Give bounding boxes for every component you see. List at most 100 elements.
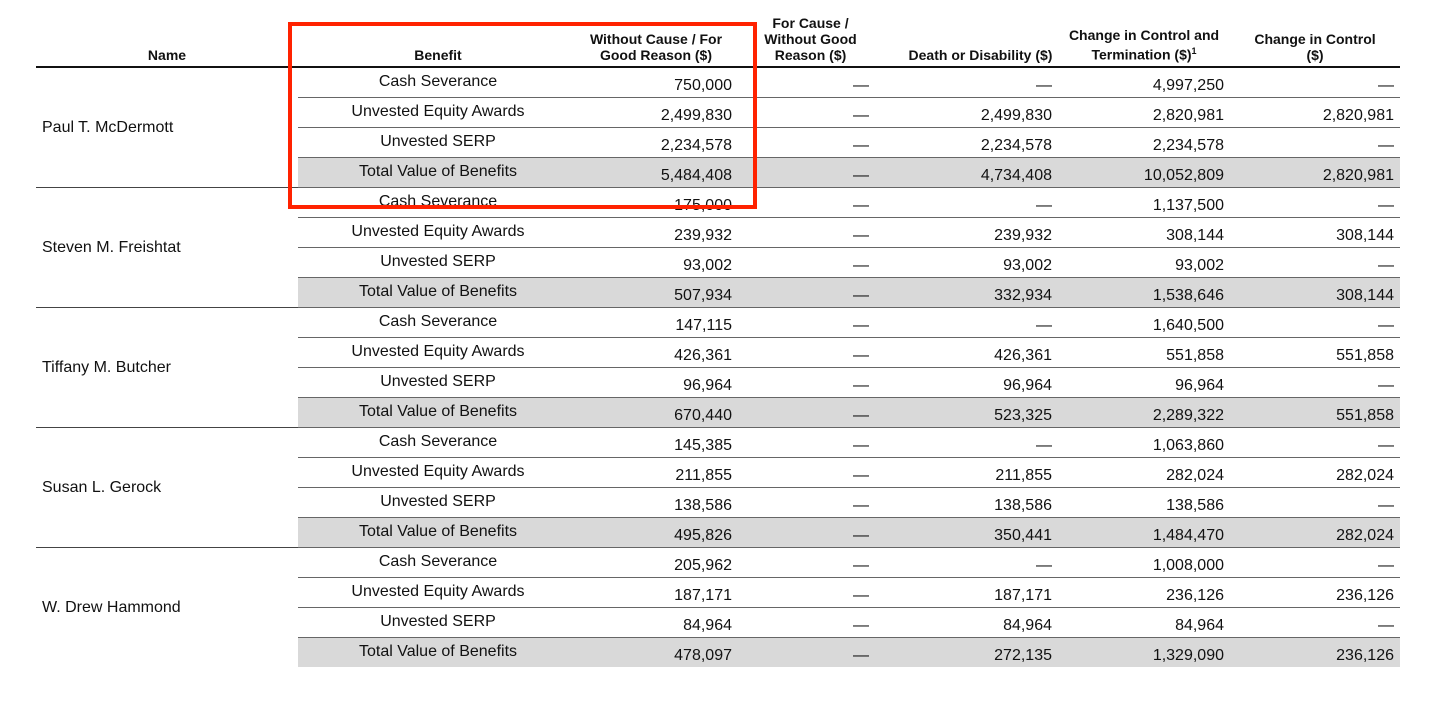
benefit-cell: Cash Severance <box>298 307 578 338</box>
death-disability-value: 187,171 <box>883 577 1058 608</box>
cic-termination-value: 1,008,000 <box>1058 547 1230 578</box>
benefit-cell: Unvested Equity Awards <box>298 577 578 608</box>
change-in-control-value: — <box>1230 427 1400 458</box>
change-in-control-value: 308,144 <box>1230 217 1400 248</box>
for-cause-value: — <box>738 397 883 428</box>
change-in-control-value: — <box>1230 67 1400 98</box>
table-body: Paul T. McDermott Cash Severance 750,000— —… <box>36 67 1400 667</box>
total-row: Total Value of Benefits 507,934—332,934 1,… <box>36 277 1400 308</box>
death-disability-value: 523,325 <box>883 397 1058 428</box>
without-cause-value: 93,002 <box>578 247 738 278</box>
benefit-cell: Unvested SERP <box>298 487 578 518</box>
death-disability-value: 332,934 <box>883 277 1058 308</box>
for-cause-value: — <box>738 67 883 98</box>
table-row: Unvested Equity Awards 239,932—239,932 308… <box>36 217 1400 248</box>
header-row: Name Benefit Without Cause / For Good Re… <box>36 15 1400 68</box>
death-disability-value: 211,855 <box>883 457 1058 488</box>
death-disability-value: — <box>883 547 1058 578</box>
for-cause-value: — <box>738 577 883 608</box>
benefit-cell: Unvested SERP <box>298 247 578 278</box>
benefit-cell: Total Value of Benefits <box>298 397 578 428</box>
without-cause-value: 426,361 <box>578 337 738 368</box>
without-cause-value: 187,171 <box>578 577 738 608</box>
cic-termination-value: 2,234,578 <box>1058 127 1230 158</box>
cic-termination-value: 1,329,090 <box>1058 637 1230 667</box>
benefit-cell: Cash Severance <box>298 67 578 98</box>
death-disability-value: — <box>883 307 1058 338</box>
executive-name: Steven M. Freishtat <box>36 187 298 308</box>
header-change-in-control: Change in Control ($) <box>1230 15 1400 68</box>
benefit-cell: Unvested Equity Awards <box>298 337 578 368</box>
table-row: Steven M. Freishtat Cash Severance 175,000… <box>36 187 1400 308</box>
for-cause-value: — <box>738 247 883 278</box>
without-cause-value: 205,962 <box>578 547 738 578</box>
benefit-cell: Unvested SERP <box>298 127 578 158</box>
death-disability-value: 96,964 <box>883 367 1058 398</box>
header-for-cause: For Cause / Without Good Reason ($) <box>738 15 883 68</box>
for-cause-value: — <box>738 367 883 398</box>
death-disability-value: 239,932 <box>883 217 1058 248</box>
benefit-cell: Unvested SERP <box>298 367 578 398</box>
for-cause-value: — <box>738 487 883 518</box>
benefit-cell: Unvested Equity Awards <box>298 457 578 488</box>
cic-termination-value: 4,997,250 <box>1058 67 1230 98</box>
without-cause-value: 147,115 <box>578 307 738 338</box>
cic-termination-value: 93,002 <box>1058 247 1230 278</box>
cic-termination-value: 282,024 <box>1058 457 1230 488</box>
change-in-control-value: 2,820,981 <box>1230 97 1400 128</box>
without-cause-value: 96,964 <box>578 367 738 398</box>
for-cause-value: — <box>738 517 883 548</box>
without-cause-value: 239,932 <box>578 217 738 248</box>
change-in-control-value: — <box>1230 187 1400 218</box>
table-row: Unvested SERP 93,002—93,002 93,002— <box>36 247 1400 278</box>
header-benefit: Benefit <box>298 15 578 68</box>
without-cause-value: 2,499,830 <box>578 97 738 128</box>
for-cause-value: — <box>738 337 883 368</box>
change-in-control-value: 2,820,981 <box>1230 157 1400 188</box>
change-in-control-value: — <box>1230 127 1400 158</box>
without-cause-value: 750,000 <box>578 67 738 98</box>
change-in-control-value: 308,144 <box>1230 277 1400 308</box>
without-cause-value: 670,440 <box>578 397 738 428</box>
benefit-cell: Unvested Equity Awards <box>298 97 578 128</box>
cic-termination-value: 1,640,500 <box>1058 307 1230 338</box>
without-cause-value: 2,234,578 <box>578 127 738 158</box>
death-disability-value: 93,002 <box>883 247 1058 278</box>
cic-termination-value: 2,289,322 <box>1058 397 1230 428</box>
table-row: Unvested SERP 2,234,578—2,234,578 2,234,57… <box>36 127 1400 158</box>
executive-name: W. Drew Hammond <box>42 598 181 616</box>
cic-termination-value: 84,964 <box>1058 607 1230 638</box>
executive-name: Tiffany M. Butcher <box>36 307 298 428</box>
for-cause-value: — <box>738 187 883 218</box>
for-cause-value: — <box>738 607 883 638</box>
executive-name: Susan L. Gerock <box>36 427 298 548</box>
without-cause-value: 211,855 <box>578 457 738 488</box>
death-disability-value: 272,135 <box>883 637 1058 667</box>
cic-termination-value: 1,063,860 <box>1058 427 1230 458</box>
table-row: Unvested Equity Awards 426,361—426,361 551… <box>36 337 1400 368</box>
benefit-cell: Cash Severance <box>298 427 578 458</box>
without-cause-value: 175,000 <box>578 187 738 218</box>
header-death-disability: Death or Disability ($) <box>883 15 1058 68</box>
for-cause-value: — <box>738 457 883 488</box>
cic-termination-value: 236,126 <box>1058 577 1230 608</box>
change-in-control-value: 282,024 <box>1230 457 1400 488</box>
benefit-cell: Unvested Equity Awards <box>298 217 578 248</box>
table-row: Unvested SERP 84,964—84,964 84,964— <box>36 607 1400 638</box>
change-in-control-value: 551,858 <box>1230 397 1400 428</box>
death-disability-value: 4,734,408 <box>883 157 1058 188</box>
without-cause-value: 478,097 <box>578 637 738 667</box>
cic-termination-value: 96,964 <box>1058 367 1230 398</box>
for-cause-value: — <box>738 217 883 248</box>
table-row: W. Drew Hammond Cash Severance 205,962— —1,… <box>36 547 1400 616</box>
for-cause-value: — <box>738 277 883 308</box>
total-row: Total Value of Benefits 5,484,408—4,734,4… <box>36 157 1400 188</box>
benefit-cell: Unvested SERP <box>298 607 578 638</box>
change-in-control-value: 551,858 <box>1230 337 1400 368</box>
table-row: Unvested SERP 138,586—138,586 138,586— <box>36 487 1400 518</box>
for-cause-value: — <box>738 157 883 188</box>
death-disability-value: 84,964 <box>883 607 1058 638</box>
without-cause-value: 84,964 <box>578 607 738 638</box>
for-cause-value: — <box>738 307 883 338</box>
table-row: Susan L. Gerock Cash Severance 145,385— —1,… <box>36 427 1400 548</box>
